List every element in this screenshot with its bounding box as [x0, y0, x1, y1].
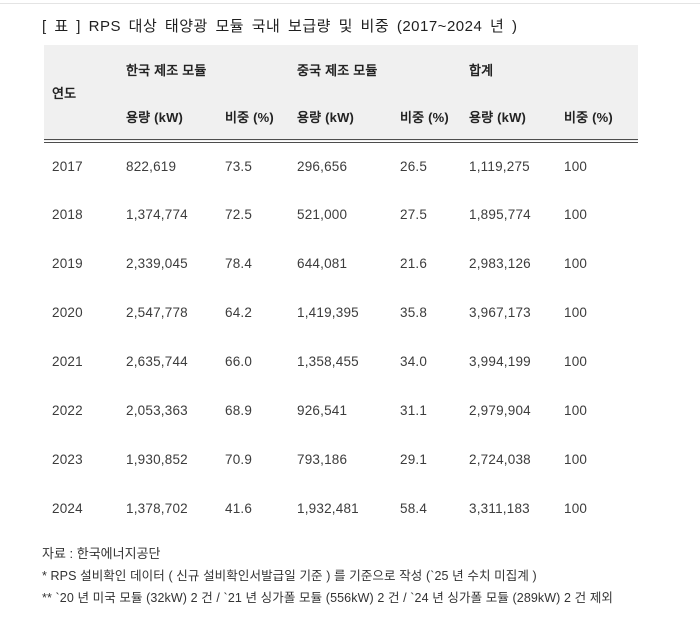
table-header: 연도 한국 제조 모듈 중국 제조 모듈 합계 용량 (kW) 비중 (%) 용… — [44, 45, 639, 143]
page-top-divider — [0, 3, 700, 4]
kr-capacity-cell: 1,374,774 — [126, 207, 188, 222]
cn-capacity-cell: 521,000 — [297, 207, 348, 222]
year-cell: 2017 — [52, 159, 83, 174]
table-row: 2021 2,635,744 66.0 1,358,455 34.0 3,994,199 1… — [44, 337, 638, 386]
total-capacity-cell: 2,979,904 — [469, 403, 531, 418]
footnote-2: ** `20 년 미국 모듈 (32kW) 2 건 / `21 년 싱가폴 모듈… — [42, 591, 614, 605]
cn-share-cell: 29.1 — [400, 452, 428, 467]
table-row: 2019 2,339,045 78.4 644,081 21.6 2,983,126 100 — [44, 239, 638, 288]
cn-share-cell: 31.1 — [400, 403, 428, 418]
total-share-cell: 100 — [564, 354, 588, 369]
table-row: 2023 1,930,852 70.9 793,186 29.1 2,724,038 100 — [44, 435, 638, 484]
cn-capacity-cell: 1,358,455 — [297, 354, 359, 369]
kr-share-cell: 68.9 — [225, 403, 253, 418]
page-title: [ 표 ] RPS 대상 태양광 모듈 국내 보급량 및 비중 (2017~20… — [42, 18, 518, 35]
cn-capacity-header: 용량 (kW) — [289, 93, 392, 143]
cn-share-cell: 26.5 — [400, 159, 428, 174]
year-cell: 2022 — [52, 403, 83, 418]
cn-share-cell: 27.5 — [400, 207, 428, 222]
total-share-cell: 100 — [564, 403, 588, 418]
total-share-cell: 100 — [564, 501, 588, 516]
kr-capacity-cell: 822,619 — [126, 159, 177, 174]
cn-share-header: 비중 (%) — [392, 93, 461, 143]
total-share-cell: 100 — [564, 207, 588, 222]
kr-share-header: 비중 (%) — [217, 93, 289, 143]
group-header-korea: 한국 제조 모듈 — [118, 45, 289, 93]
cn-capacity-cell: 1,419,395 — [297, 305, 359, 320]
cn-capacity-cell: 793,186 — [297, 452, 348, 467]
cn-capacity-cell: 296,656 — [297, 159, 348, 174]
year-cell: 2023 — [52, 452, 83, 467]
year-cell: 2021 — [52, 354, 83, 369]
total-capacity-cell: 1,895,774 — [469, 207, 531, 222]
total-share-cell: 100 — [564, 256, 588, 271]
total-share-cell: 100 — [564, 159, 588, 174]
table-footer: 자료 : 한국에너지공단 * RPS 설비확인 데이터 ( 신규 설비확인서발급… — [42, 543, 700, 609]
total-capacity-header: 용량 (kW) — [461, 93, 556, 143]
cn-capacity-cell: 926,541 — [297, 403, 348, 418]
table-row: 2018 1,374,774 72.5 521,000 27.5 1,895,774 100 — [44, 190, 638, 239]
footnote-1: * RPS 설비확인 데이터 ( 신규 설비확인서발급일 기준 ) 를 기준으로… — [42, 569, 537, 583]
total-capacity-cell: 2,724,038 — [469, 452, 531, 467]
kr-capacity-cell: 2,635,744 — [126, 354, 188, 369]
year-cell: 2018 — [52, 207, 83, 222]
sub-header-row: 용량 (kW) 비중 (%) 용량 (kW) 비중 (%) 용량 (kW) 비중… — [44, 93, 639, 143]
table-body: 2017 822,619 73.5 296,656 26.5 1,119,275 100 20… — [44, 141, 638, 533]
year-column-header: 연도 — [44, 45, 118, 143]
table-row: 2017 822,619 73.5 296,656 26.5 1,119,275 100 — [44, 141, 638, 190]
cn-share-cell: 21.6 — [400, 256, 428, 271]
kr-capacity-cell: 2,547,778 — [126, 305, 188, 320]
total-capacity-cell: 2,983,126 — [469, 256, 531, 271]
kr-share-cell: 64.2 — [225, 305, 253, 320]
kr-capacity-cell: 1,378,702 — [126, 501, 188, 516]
total-share-header: 비중 (%) — [556, 93, 639, 143]
total-capacity-cell: 1,119,275 — [469, 159, 530, 174]
table-row: 2022 2,053,363 68.9 926,541 31.1 2,979,904 100 — [44, 386, 638, 435]
cn-share-cell: 58.4 — [400, 501, 428, 516]
group-header-total: 합계 — [461, 45, 639, 93]
kr-capacity-cell: 2,339,045 — [126, 256, 188, 271]
kr-share-cell: 73.5 — [225, 159, 253, 174]
year-cell: 2020 — [52, 305, 83, 320]
kr-capacity-header: 용량 (kW) — [118, 93, 217, 143]
kr-share-cell: 78.4 — [225, 256, 253, 271]
kr-share-cell: 66.0 — [225, 354, 253, 369]
cn-share-cell: 35.8 — [400, 305, 428, 320]
year-cell: 2019 — [52, 256, 83, 271]
cn-capacity-cell: 644,081 — [297, 256, 348, 271]
total-capacity-cell: 3,311,183 — [469, 501, 530, 516]
kr-share-cell: 70.9 — [225, 452, 253, 467]
total-capacity-cell: 3,994,199 — [469, 354, 531, 369]
table-row: 2024 1,378,702 41.6 1,932,481 58.4 3,311,183 1… — [44, 484, 638, 533]
kr-capacity-cell: 1,930,852 — [126, 452, 188, 467]
cn-share-cell: 34.0 — [400, 354, 428, 369]
group-header-row: 연도 한국 제조 모듈 중국 제조 모듈 합계 — [44, 45, 639, 143]
table-row: 2020 2,547,778 64.2 1,419,395 35.8 3,967,173 1… — [44, 288, 638, 337]
year-cell: 2024 — [52, 501, 83, 516]
total-share-cell: 100 — [564, 452, 588, 467]
group-header-china: 중국 제조 모듈 — [289, 45, 461, 93]
total-capacity-cell: 3,967,173 — [469, 305, 531, 320]
kr-share-cell: 72.5 — [225, 207, 253, 222]
total-share-cell: 100 — [564, 305, 588, 320]
kr-share-cell: 41.6 — [225, 501, 253, 516]
kr-capacity-cell: 2,053,363 — [126, 403, 188, 418]
source-note: 자료 : 한국에너지공단 — [42, 546, 161, 561]
supply-table: 연도 한국 제조 모듈 중국 제조 모듈 합계 용량 (kW) 비중 (%) 용… — [44, 45, 639, 533]
cn-capacity-cell: 1,932,481 — [297, 501, 359, 516]
